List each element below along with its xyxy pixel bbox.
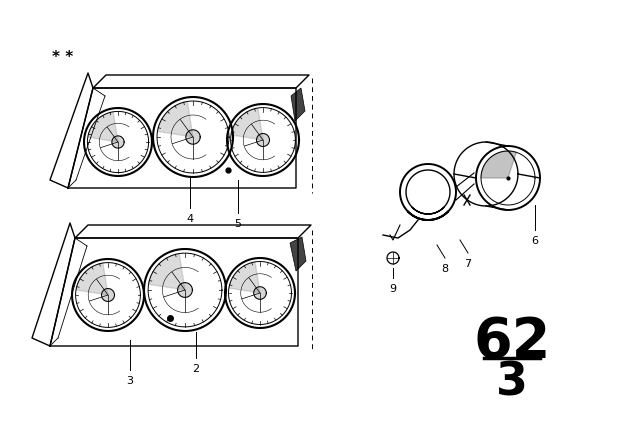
Text: 4: 4: [186, 214, 193, 224]
Polygon shape: [178, 283, 193, 297]
Polygon shape: [291, 88, 305, 121]
Text: 9: 9: [389, 284, 397, 294]
Polygon shape: [112, 136, 124, 148]
Polygon shape: [157, 101, 193, 137]
Text: * *: * *: [52, 50, 73, 65]
Polygon shape: [257, 134, 269, 146]
Polygon shape: [76, 263, 108, 295]
Text: 5: 5: [234, 219, 241, 229]
Text: 8: 8: [442, 264, 449, 274]
Text: 7: 7: [465, 259, 472, 269]
Polygon shape: [148, 254, 185, 290]
Polygon shape: [231, 108, 263, 140]
Polygon shape: [290, 237, 306, 271]
Polygon shape: [229, 262, 260, 293]
Polygon shape: [102, 289, 115, 302]
Text: 2: 2: [193, 364, 200, 374]
Text: 3: 3: [127, 376, 134, 386]
Polygon shape: [88, 112, 118, 142]
Polygon shape: [186, 130, 200, 144]
Text: 3: 3: [496, 360, 528, 405]
Polygon shape: [253, 287, 266, 299]
Text: 6: 6: [531, 236, 538, 246]
Polygon shape: [481, 151, 516, 178]
Text: 62: 62: [474, 315, 550, 369]
